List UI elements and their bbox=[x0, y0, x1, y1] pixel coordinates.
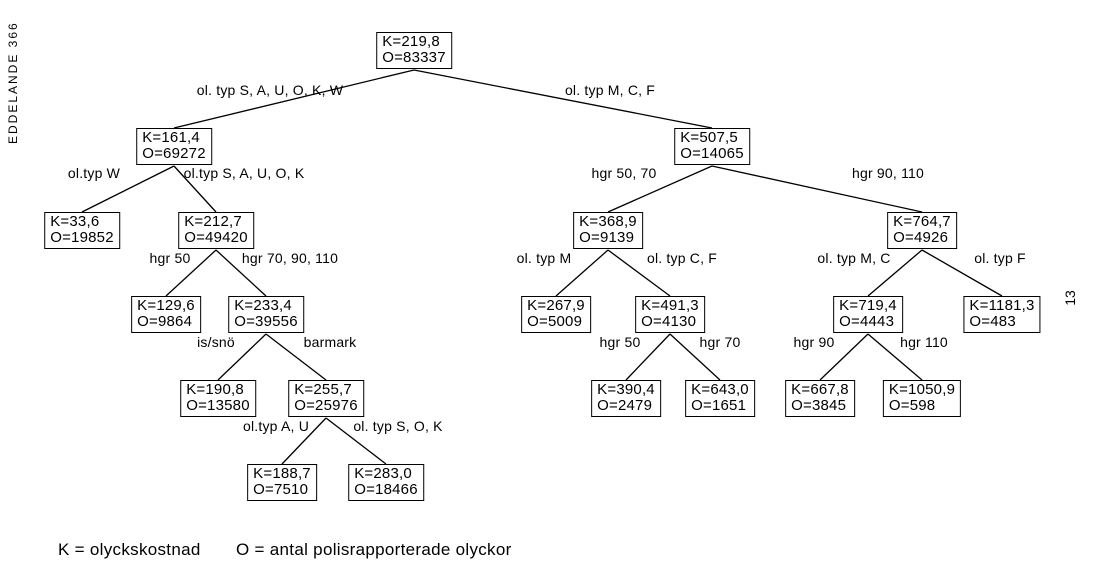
edge-label: ol.typ W bbox=[68, 165, 120, 181]
node-k-value: K=212,7 bbox=[184, 214, 248, 230]
node-k-value: K=267,9 bbox=[527, 298, 585, 314]
tree-node: K=1050,9O=598 bbox=[883, 380, 961, 417]
edge-label: barmark bbox=[304, 334, 357, 350]
connector-layer bbox=[0, 0, 1098, 582]
edge-label: ol. typ S, O, K bbox=[353, 418, 442, 434]
left-margin-text: EDDELANDE 366 bbox=[6, 4, 20, 144]
node-o-value: O=7510 bbox=[253, 482, 311, 498]
node-o-value: O=18466 bbox=[354, 482, 418, 498]
tree-node: K=643,0O=1651 bbox=[685, 380, 755, 417]
tree-node: K=719,4O=4443 bbox=[833, 296, 903, 333]
tree-node: K=1181,3O=483 bbox=[963, 296, 1040, 333]
node-k-value: K=507,5 bbox=[680, 130, 744, 146]
node-o-value: O=14065 bbox=[680, 146, 744, 162]
edge-label: ol. typ M, C, F bbox=[565, 82, 655, 98]
edge-label: hgr 70, 90, 110 bbox=[242, 250, 338, 266]
edge-label: ol.typ S, A, U, O, K bbox=[184, 165, 305, 181]
node-k-value: K=161,4 bbox=[142, 130, 206, 146]
tree-edge bbox=[414, 70, 712, 128]
node-k-value: K=368,9 bbox=[579, 214, 637, 230]
node-o-value: O=1651 bbox=[691, 398, 749, 414]
edge-label: hgr 110 bbox=[900, 334, 948, 350]
tree-node: K=188,7O=7510 bbox=[247, 464, 317, 501]
node-k-value: K=283,0 bbox=[354, 466, 418, 482]
node-o-value: O=4443 bbox=[839, 314, 897, 330]
tree-node: K=219,8O=83337 bbox=[376, 32, 452, 69]
node-o-value: O=2479 bbox=[597, 398, 655, 414]
edge-label: ol. typ M bbox=[517, 250, 572, 266]
node-o-value: O=3845 bbox=[791, 398, 849, 414]
tree-node: K=491,3O=4130 bbox=[635, 296, 705, 333]
edge-label: hgr 50 bbox=[600, 334, 641, 350]
node-k-value: K=188,7 bbox=[253, 466, 311, 482]
node-o-value: O=83337 bbox=[382, 50, 446, 66]
edge-label: hgr 90 bbox=[794, 334, 835, 350]
node-k-value: K=219,8 bbox=[382, 34, 446, 50]
tree-node: K=390,4O=2479 bbox=[591, 380, 661, 417]
node-k-value: K=719,4 bbox=[839, 298, 897, 314]
node-o-value: O=39556 bbox=[234, 314, 298, 330]
node-o-value: O=598 bbox=[889, 398, 955, 414]
node-k-value: K=1181,3 bbox=[969, 298, 1034, 314]
node-k-value: K=491,3 bbox=[641, 298, 699, 314]
node-o-value: O=19852 bbox=[50, 230, 114, 246]
node-o-value: O=4130 bbox=[641, 314, 699, 330]
tree-node: K=283,0O=18466 bbox=[348, 464, 424, 501]
edge-label: is/snö bbox=[197, 334, 235, 350]
tree-node: K=267,9O=5009 bbox=[521, 296, 591, 333]
tree-node: K=764,7O=4926 bbox=[887, 212, 957, 249]
tree-node: K=212,7O=49420 bbox=[178, 212, 254, 249]
edge-label: ol. typ C, F bbox=[647, 250, 717, 266]
node-k-value: K=764,7 bbox=[893, 214, 951, 230]
node-k-value: K=33,6 bbox=[50, 214, 114, 230]
edge-label: hgr 50, 70 bbox=[591, 165, 656, 181]
node-o-value: O=69272 bbox=[142, 146, 206, 162]
node-k-value: K=190,8 bbox=[186, 382, 250, 398]
tree-node: K=161,4O=69272 bbox=[136, 128, 212, 165]
legend-k: K = olyckskostnad bbox=[58, 540, 201, 560]
node-o-value: O=9139 bbox=[579, 230, 637, 246]
node-k-value: K=255,7 bbox=[294, 382, 358, 398]
edge-label: hgr 50 bbox=[150, 250, 191, 266]
edge-label: ol. typ M, C bbox=[817, 250, 890, 266]
tree-node: K=667,8O=3845 bbox=[785, 380, 855, 417]
edge-label: ol.typ A, U bbox=[243, 418, 309, 434]
node-k-value: K=129,6 bbox=[137, 298, 195, 314]
edge-label: hgr 70 bbox=[700, 334, 741, 350]
legend-o: O = antal polisrapporterade olyckor bbox=[236, 540, 512, 560]
node-k-value: K=667,8 bbox=[791, 382, 849, 398]
tree-node: K=33,6O=19852 bbox=[44, 212, 120, 249]
edge-label: ol. typ F bbox=[974, 250, 1026, 266]
tree-node: K=368,9O=9139 bbox=[573, 212, 643, 249]
node-o-value: O=25976 bbox=[294, 398, 358, 414]
tree-node: K=507,5O=14065 bbox=[674, 128, 750, 165]
page-number: 13 bbox=[1062, 290, 1078, 306]
edge-label: hgr 90, 110 bbox=[852, 165, 924, 181]
tree-edge bbox=[174, 70, 414, 128]
node-k-value: K=643,0 bbox=[691, 382, 749, 398]
tree-node: K=190,8O=13580 bbox=[180, 380, 256, 417]
node-k-value: K=390,4 bbox=[597, 382, 655, 398]
node-o-value: O=4926 bbox=[893, 230, 951, 246]
node-o-value: O=5009 bbox=[527, 314, 585, 330]
node-o-value: O=49420 bbox=[184, 230, 248, 246]
tree-node: K=129,6O=9864 bbox=[131, 296, 201, 333]
node-k-value: K=1050,9 bbox=[889, 382, 955, 398]
node-o-value: O=9864 bbox=[137, 314, 195, 330]
tree-node: K=233,4O=39556 bbox=[228, 296, 304, 333]
node-o-value: O=483 bbox=[969, 314, 1034, 330]
edge-label: ol. typ S, A, U, O, K, W bbox=[197, 82, 343, 98]
tree-node: K=255,7O=25976 bbox=[288, 380, 364, 417]
tree-diagram: EDDELANDE 366 13 K = olyckskostnad O = a… bbox=[0, 0, 1098, 582]
node-k-value: K=233,4 bbox=[234, 298, 298, 314]
node-o-value: O=13580 bbox=[186, 398, 250, 414]
